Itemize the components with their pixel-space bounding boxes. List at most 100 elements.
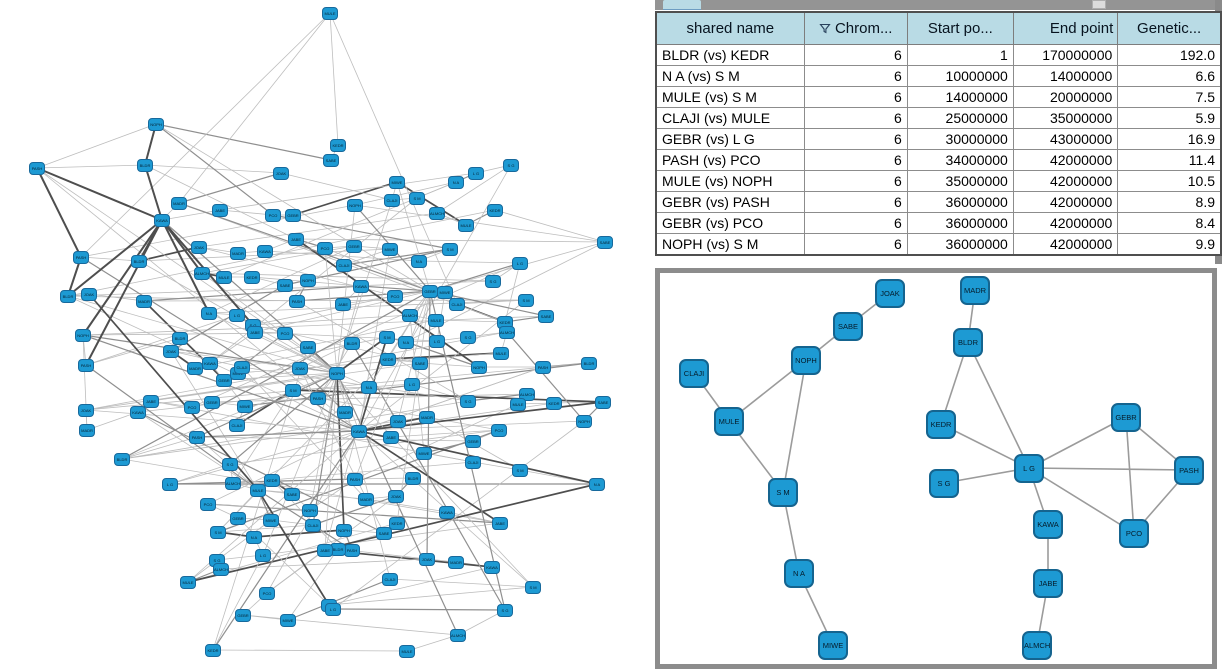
overview-network-node[interactable]: S G <box>497 603 513 617</box>
cell-shared-name[interactable]: N A (vs) S M <box>655 65 805 87</box>
overview-network-node[interactable]: PASH <box>310 391 326 405</box>
overview-network-node[interactable]: GEBR <box>235 608 251 622</box>
overview-network-node[interactable]: N A <box>398 335 414 349</box>
cell-value[interactable]: 36000000 <box>906 191 1014 213</box>
overview-network-node[interactable]: CLAJI <box>382 572 398 586</box>
overview-network-node[interactable]: S M <box>512 463 528 477</box>
overview-network-node[interactable]: KAWA <box>353 279 369 293</box>
overview-network-node[interactable]: ALMCH <box>450 628 466 642</box>
overview-network-node[interactable]: JABE <box>492 516 508 530</box>
overview-network-node[interactable]: SABE <box>323 153 339 167</box>
overview-network-node[interactable]: JOAK <box>292 361 308 375</box>
cell-value[interactable]: 14000000 <box>906 86 1014 108</box>
overview-network-node[interactable]: MIWE <box>437 285 453 299</box>
overview-network-node[interactable]: PASH <box>73 250 89 264</box>
detail-network-node-miwe[interactable]: MIWE <box>818 630 848 660</box>
overview-network-node[interactable]: MADR <box>448 555 464 569</box>
overview-network-node[interactable]: GEBR <box>422 284 438 298</box>
overview-network-node[interactable]: N A <box>448 175 464 189</box>
cell-value[interactable]: 8.9 <box>1117 191 1222 213</box>
detail-network-node-l-g[interactable]: L G <box>1014 453 1044 483</box>
overview-network-node[interactable]: KEDR <box>487 203 503 217</box>
overview-network-node[interactable]: SABE <box>376 526 392 540</box>
cell-value[interactable]: 6 <box>803 107 908 129</box>
overview-network-node[interactable]: JOAK <box>78 403 94 417</box>
detail-network-node-almch[interactable]: ALMCH <box>1022 630 1052 660</box>
cell-shared-name[interactable]: PASH (vs) PCO <box>655 149 805 171</box>
overview-network-node[interactable]: MIWE <box>389 175 405 189</box>
overview-network-node[interactable]: CLAJI <box>336 258 352 272</box>
table-row[interactable]: BLDR (vs) KEDR 6 1 170000000 192.0 <box>655 44 1222 66</box>
detail-network-node-madr[interactable]: MADR <box>960 275 990 305</box>
cell-shared-name[interactable]: NOPH (vs) S M <box>655 233 805 256</box>
overview-network-node[interactable]: MADR <box>187 361 203 375</box>
overview-network-node[interactable]: S G <box>460 394 476 408</box>
overview-network-node[interactable]: MIWE <box>416 446 432 460</box>
overview-network-node[interactable]: L G <box>429 334 445 348</box>
overview-network-node[interactable]: S G <box>503 158 519 172</box>
overview-network-node[interactable]: BLDR <box>137 158 153 172</box>
overview-network-node[interactable]: L G <box>404 377 420 391</box>
overview-network-node[interactable]: KEDR <box>380 352 396 366</box>
overview-network-node[interactable]: PASH <box>344 543 360 557</box>
detail-network-node-claji[interactable]: CLAJI <box>679 358 709 388</box>
overview-network-node[interactable]: SABE <box>597 235 613 249</box>
cell-value[interactable]: 6 <box>803 191 908 213</box>
overview-network-node[interactable]: MADR <box>337 405 353 419</box>
cell-value[interactable]: 43000000 <box>1012 128 1119 150</box>
overview-network-node[interactable]: JABE <box>288 232 304 246</box>
cell-value[interactable]: 25000000 <box>906 107 1014 129</box>
overview-network-node[interactable]: ALMCH <box>225 476 241 490</box>
cell-value[interactable]: 14000000 <box>1012 65 1119 87</box>
overview-network-node[interactable]: NOPH <box>336 523 352 537</box>
network-overview-panel[interactable]: MULE KEDR SABE NOPH PASH BLDR JOAK MADR KAWA JABE… <box>0 0 650 669</box>
overview-network-node[interactable]: KAWA <box>130 405 146 419</box>
overview-network-node[interactable]: KAWA <box>154 213 170 227</box>
overview-network-node[interactable]: KAWA <box>439 505 455 519</box>
overview-network-node[interactable]: KEDR <box>389 516 405 530</box>
cell-value[interactable]: 6 <box>803 149 908 171</box>
table-row[interactable]: PASH (vs) PCO 6 34000000 42000000 11.4 <box>655 149 1222 171</box>
cell-shared-name[interactable]: CLAJI (vs) MULE <box>655 107 805 129</box>
cell-value[interactable]: 30000000 <box>906 128 1014 150</box>
cell-value[interactable]: 192.0 <box>1117 44 1222 66</box>
overview-network-node[interactable]: NOPH <box>329 366 345 380</box>
cell-value[interactable]: 10.5 <box>1117 170 1222 192</box>
column-header-genetic[interactable]: Genetic... <box>1117 11 1222 45</box>
detail-network-node-kawa[interactable]: KAWA <box>1033 509 1063 539</box>
table-scrollbar[interactable] <box>655 0 1215 10</box>
detail-network-node-bldr[interactable]: BLDR <box>953 327 983 357</box>
cell-value[interactable]: 6.6 <box>1117 65 1222 87</box>
cell-value[interactable]: 7.5 <box>1117 86 1222 108</box>
overview-network-node[interactable]: SABE <box>595 395 611 409</box>
table-row[interactable]: MULE (vs) NOPH 6 35000000 42000000 10.5 <box>655 170 1222 192</box>
cell-value[interactable]: 42000000 <box>1012 191 1119 213</box>
overview-network-node[interactable]: CLAJI <box>465 455 481 469</box>
overview-network-node[interactable]: CLAJI <box>305 518 321 532</box>
overview-network-node[interactable]: MULE <box>458 218 474 232</box>
overview-network-node[interactable]: KAWA <box>484 560 500 574</box>
overview-network-node[interactable]: JABE <box>212 203 228 217</box>
overview-network-node[interactable]: MIWE <box>382 242 398 256</box>
cell-shared-name[interactable]: GEBR (vs) PASH <box>655 191 805 213</box>
cell-value[interactable]: 20000000 <box>1012 86 1119 108</box>
overview-network-node[interactable]: NOPH <box>148 117 164 131</box>
overview-network-node[interactable]: MULE <box>428 313 444 327</box>
overview-network-node[interactable]: ALMCH <box>402 308 418 322</box>
detail-network-node-kedr[interactable]: KEDR <box>926 409 956 439</box>
overview-network-node[interactable]: MADR <box>358 492 374 506</box>
table-row[interactable]: CLAJI (vs) MULE 6 25000000 35000000 5.9 <box>655 107 1222 129</box>
overview-network-node[interactable]: ALMCH <box>519 387 535 401</box>
overview-network-node[interactable]: MULE <box>510 397 526 411</box>
overview-network-node[interactable]: PCO <box>259 586 275 600</box>
overview-network-node[interactable]: S M <box>525 580 541 594</box>
detail-network-node-s-m[interactable]: S M <box>768 477 798 507</box>
cell-value[interactable]: 6 <box>803 65 908 87</box>
overview-network-node[interactable]: S M <box>518 293 534 307</box>
cell-value[interactable]: 1 <box>906 44 1014 66</box>
overview-network-node[interactable]: JOAK <box>388 489 404 503</box>
table-row[interactable]: GEBR (vs) L G 6 30000000 43000000 16.9 <box>655 128 1222 150</box>
overview-network-node[interactable]: JOAK <box>191 240 207 254</box>
column-header-shared-name[interactable]: shared name <box>655 11 805 45</box>
overview-network-node[interactable]: ALMCH <box>499 325 515 339</box>
